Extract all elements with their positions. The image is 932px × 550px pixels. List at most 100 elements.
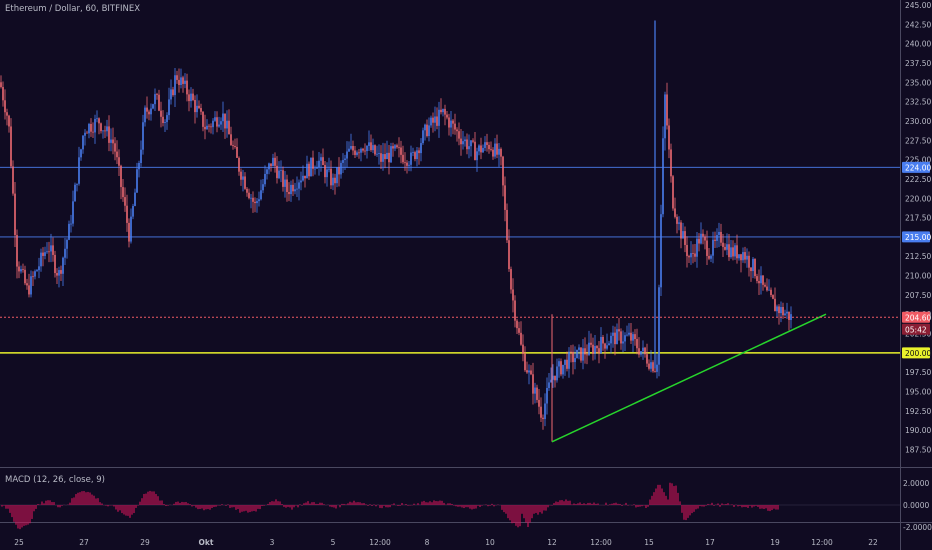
candle-body [526, 370, 528, 373]
candle-body [670, 149, 672, 177]
candle-body [702, 233, 704, 237]
candle-body [656, 364, 658, 372]
candle-body [620, 331, 622, 344]
candle-body [378, 153, 380, 155]
candle-body [150, 108, 152, 115]
candle-body [380, 153, 382, 162]
candle-body [608, 343, 610, 346]
candle-body [38, 266, 40, 271]
candle-body [206, 125, 208, 130]
candle-body [428, 125, 430, 137]
candle-body [782, 307, 784, 316]
candle-body [22, 269, 24, 270]
candle-body [152, 104, 154, 109]
candle-body [308, 163, 310, 177]
candle-body [590, 342, 592, 345]
candle-body [188, 94, 190, 102]
candle-body [28, 285, 30, 295]
candle-body [624, 335, 626, 342]
candle-body [742, 252, 744, 261]
candle-body [36, 270, 38, 272]
candle-body [410, 152, 412, 165]
candle-body [680, 222, 682, 239]
candle-body [162, 116, 164, 123]
candle-body [24, 269, 26, 284]
candle-body [310, 157, 312, 177]
candle-body [170, 89, 172, 100]
candle-body [16, 235, 18, 267]
macd-axis[interactable]: 2.0000 0.0000 -2.0000 [903, 479, 932, 532]
candle-body [424, 124, 426, 131]
candle-body [688, 256, 690, 258]
candle-body [124, 197, 126, 206]
level-badge-224.00: 224.00 [905, 163, 931, 172]
candle-body [724, 246, 726, 250]
candle-body [564, 359, 566, 365]
price-tick: 210.00 [905, 272, 931, 281]
candle-body [70, 223, 72, 225]
candle-body [730, 247, 732, 258]
candle-body [234, 146, 236, 147]
candle-body [486, 142, 488, 145]
candle-body [302, 175, 304, 181]
candle-body [542, 417, 544, 420]
candle-body [482, 147, 484, 153]
candle-body [194, 100, 196, 113]
candle-body [576, 349, 578, 359]
candle-body [18, 266, 20, 272]
candle-body [466, 139, 468, 150]
candle-body [434, 116, 436, 123]
candle-body [708, 255, 710, 259]
candle-body [328, 168, 330, 170]
candle-body [462, 141, 464, 145]
candle-body [326, 169, 328, 178]
candle-body [94, 118, 96, 133]
candle-body [736, 245, 738, 259]
candle-body [626, 334, 628, 336]
candle-body [756, 276, 758, 282]
time-axis[interactable]: 25 27 29 Okt 3 5 12:00 8 10 12 12:00 15 17 19 12:00 22 [14, 538, 878, 547]
candle-body [218, 124, 220, 127]
candle-body [774, 298, 776, 312]
candle-body [444, 108, 446, 115]
candle-body [504, 185, 506, 210]
horizontal-lines[interactable] [0, 166, 900, 354]
trend-line[interactable] [551, 313, 827, 443]
candle-body [676, 216, 678, 224]
candle-body [678, 222, 680, 224]
time-tick: 17 [705, 538, 715, 547]
candle-body [26, 283, 28, 286]
candle-body [414, 152, 416, 160]
candle-body [448, 117, 450, 128]
candle-body [40, 252, 42, 267]
candle-body [176, 75, 178, 80]
price-tick: 242.50 [905, 20, 931, 29]
candle-body [618, 329, 620, 332]
candle-body [272, 157, 274, 167]
candle-body [562, 364, 564, 375]
candle-body [200, 108, 202, 112]
candle-body [382, 154, 384, 162]
candle-body [674, 208, 676, 217]
candle-body [534, 387, 536, 394]
candle-body [426, 124, 428, 137]
macd-histogram [0, 482, 900, 530]
candle-body [582, 348, 584, 361]
candle-body [646, 354, 648, 364]
macd-tick: -2.0000 [903, 523, 932, 532]
time-tick: 10 [485, 538, 495, 547]
candle-body [740, 254, 742, 261]
candle-body [114, 143, 116, 152]
candle-body [700, 233, 702, 244]
candle-body [452, 120, 454, 124]
candle-body [536, 387, 538, 400]
candle-body [484, 142, 486, 148]
macd-indicator-label[interactable]: MACD (12, 26, close, 9) [5, 475, 105, 485]
candle-body [82, 135, 84, 150]
candle-body [248, 192, 250, 199]
candle-body [568, 351, 570, 369]
candle-body [178, 79, 180, 86]
price-tick: 192.50 [905, 407, 931, 416]
candle-body [776, 306, 778, 312]
